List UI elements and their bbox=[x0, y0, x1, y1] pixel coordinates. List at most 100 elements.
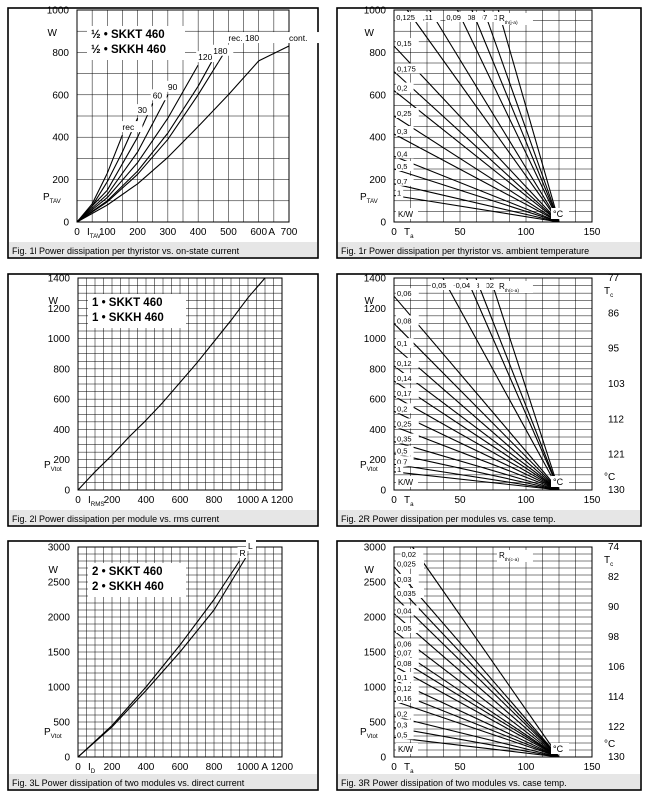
rth-value-label: 0,08 bbox=[461, 13, 476, 22]
x-axis-symbol: ID bbox=[88, 762, 96, 775]
label-background bbox=[396, 108, 419, 118]
rth-value-label: 1 bbox=[397, 189, 401, 198]
rth-line bbox=[442, 277, 560, 491]
rth-line bbox=[393, 441, 560, 491]
label-background bbox=[454, 280, 478, 290]
label-background bbox=[396, 445, 414, 456]
label-background bbox=[88, 294, 186, 328]
rth-line bbox=[406, 9, 560, 223]
rth-line bbox=[471, 9, 560, 223]
data-curve bbox=[76, 58, 214, 223]
rth-line bbox=[393, 45, 560, 223]
rth-value-label: 0,035 bbox=[397, 589, 416, 598]
rth-value-label: 0,16 bbox=[397, 694, 412, 703]
x-axis-unit: A bbox=[261, 762, 268, 773]
x-tick-label: 150 bbox=[584, 762, 601, 773]
label-background bbox=[400, 549, 424, 559]
label-background bbox=[496, 550, 533, 562]
curve-label: R bbox=[240, 548, 246, 558]
label-background bbox=[459, 12, 483, 22]
rth-line bbox=[393, 345, 560, 491]
y-tick-label: 400 bbox=[52, 133, 69, 144]
label-background bbox=[396, 693, 419, 703]
label-background bbox=[396, 605, 419, 616]
label-background bbox=[396, 63, 424, 74]
y-tick-label: 0 bbox=[63, 218, 69, 229]
y-tick-label: 0 bbox=[380, 218, 386, 229]
rth-line bbox=[483, 9, 560, 223]
caption-band bbox=[338, 510, 640, 525]
rth-line bbox=[393, 115, 560, 223]
label-background bbox=[396, 418, 419, 429]
rth-line bbox=[393, 71, 560, 223]
x-tick-label: 600 bbox=[250, 227, 267, 238]
label-background bbox=[396, 658, 419, 668]
device-label: ½ • SKKH 460 bbox=[91, 44, 166, 56]
rth-fan-lines bbox=[393, 546, 560, 758]
data-curve bbox=[77, 553, 249, 758]
x-tick-label: 800 bbox=[206, 762, 223, 773]
rth-value-label: 0,5 bbox=[397, 162, 407, 171]
label-background bbox=[551, 208, 569, 219]
rth-value-label: 0,2 bbox=[397, 84, 407, 93]
rth-line bbox=[412, 546, 560, 758]
rth-axis-label: Rth(c-a) bbox=[499, 282, 519, 294]
curve-label: 120 bbox=[198, 52, 212, 62]
panel-1: Fig. 1l Power dissipation per thyristor … bbox=[7, 6, 321, 259]
y-tick-label: 500 bbox=[369, 718, 386, 729]
x-axis-symbol: ITAV bbox=[87, 227, 102, 240]
label-background bbox=[396, 403, 414, 414]
rth-value-label: 0,1 bbox=[397, 673, 407, 682]
y-axis-symbol: PTAV bbox=[43, 192, 62, 205]
label-background bbox=[396, 388, 419, 399]
data-curve bbox=[76, 45, 229, 223]
label-background bbox=[430, 280, 454, 290]
y-tick-label: 400 bbox=[369, 425, 386, 436]
rth-value-label: 0,12 bbox=[397, 684, 412, 693]
x-tick-label: 1000 bbox=[237, 762, 260, 773]
rth-value-label: 0,3 bbox=[397, 127, 407, 136]
y-tick-label: 3000 bbox=[364, 543, 387, 554]
tc-tick-label: 112 bbox=[608, 414, 624, 425]
tc-axis-unit: °C bbox=[604, 472, 615, 483]
label-background bbox=[471, 12, 495, 22]
x-axis-unit: A bbox=[268, 227, 275, 238]
label-background bbox=[396, 357, 419, 368]
rth-value-label: 0,04 bbox=[397, 607, 412, 616]
panel-4: Fig. 2R Power dissipation per modules vs… bbox=[336, 273, 642, 527]
label-background bbox=[496, 281, 533, 293]
rth-line bbox=[393, 630, 560, 758]
curve-label: 60 bbox=[153, 90, 163, 100]
label-background bbox=[211, 44, 234, 56]
tc-tick-label: 77 bbox=[608, 273, 620, 284]
y-tick-label: 200 bbox=[53, 455, 70, 466]
rth-line bbox=[475, 277, 560, 491]
figure-caption: Fig. 1r Power dissipation per thyristor … bbox=[341, 246, 589, 256]
y-tick-label: 1500 bbox=[48, 648, 71, 659]
panel-3: Fig. 2l Power dissipation per module vs.… bbox=[7, 273, 319, 527]
x-axis-unit: °C bbox=[553, 744, 564, 754]
x-tick-label: 0 bbox=[391, 227, 397, 238]
x-tick-label: 0 bbox=[75, 762, 81, 773]
caption-band bbox=[9, 774, 317, 789]
label-background bbox=[551, 743, 569, 754]
label-background bbox=[396, 175, 414, 186]
x-tick-label: 200 bbox=[104, 762, 121, 773]
rth-line bbox=[393, 323, 560, 491]
x-tick-label: 0 bbox=[75, 495, 81, 506]
label-background bbox=[396, 729, 414, 740]
device-label: 2 • SKKH 460 bbox=[92, 581, 164, 593]
kw-unit-label: K/W bbox=[398, 745, 414, 754]
caption-band bbox=[9, 510, 317, 525]
rth-line bbox=[466, 277, 560, 491]
y-tick-label: 1000 bbox=[364, 683, 387, 694]
y-tick-label: 800 bbox=[53, 364, 70, 375]
rth-line bbox=[393, 194, 560, 223]
data-curves bbox=[77, 553, 249, 758]
y-tick-label: 1000 bbox=[364, 6, 387, 17]
y-axis-symbol: PVtot bbox=[360, 460, 378, 473]
y-axis-unit: W bbox=[49, 565, 59, 576]
rth-value-label: 0,25 bbox=[397, 419, 412, 428]
y-axis-unit: W bbox=[365, 296, 375, 307]
y-tick-label: 1400 bbox=[48, 274, 71, 285]
